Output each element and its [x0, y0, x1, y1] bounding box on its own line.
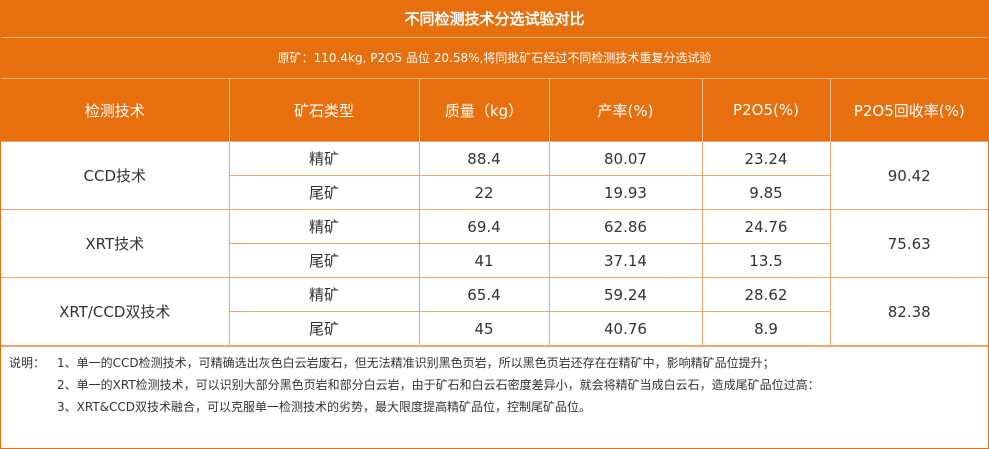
header-recovery: P2O5回收率(%) [830, 79, 988, 142]
mass-cell: 45 [418, 311, 550, 346]
header-tech: 检测技术 [1, 79, 230, 142]
p2o5-cell: 24.76 [701, 209, 831, 244]
yield-cell: 80.07 [548, 141, 703, 176]
table-row: XRT/CCD双技术 精矿 65.4 59.24 28.62 82.38 [1, 277, 988, 346]
note-text: 2、单一的XRT检测技术，可以识别大部分黑色页岩和部分白云岩，由于矿石和白云石密… [57, 378, 820, 392]
ore-type-cell: 尾矿 [229, 311, 420, 346]
tech-cell: XRT/CCD双技术 [1, 277, 230, 346]
mass-cell: 41 [418, 243, 550, 278]
ore-type-cell: 尾矿 [229, 243, 420, 278]
header-mass: 质量（kg） [419, 79, 550, 142]
recovery-cell: 90.42 [829, 141, 988, 210]
note-item: 2、单一的XRT检测技术，可以识别大部分黑色页岩和部分白云岩，由于矿石和白云石密… [1, 374, 988, 396]
table-subtitle: 原矿：110.4kg, P2O5 品位 20.58%,将同批矿石经过不同检测技术… [1, 38, 988, 79]
ore-type-cell: 精矿 [228, 209, 420, 244]
table-title: 不同检测技术分选试验对比 [1, 1, 988, 38]
yield-cell: 19.93 [548, 175, 703, 210]
yield-cell: 40.76 [548, 311, 703, 346]
header-ore-type: 矿石类型 [229, 79, 420, 142]
ore-type-cell: 精矿 [228, 141, 420, 176]
mass-cell: 65.4 [418, 277, 550, 312]
recovery-cell: 75.63 [829, 209, 988, 278]
p2o5-cell: 23.24 [701, 141, 831, 176]
header-p2o5: P2O5(%) [702, 79, 831, 142]
note-text: 3、XRT&CCD双技术融合，可以克服单一检测技术的劣势，最大限度提高精矿品位，… [57, 400, 592, 414]
table-row: 尾矿 45 40.76 8.9 [1, 311, 988, 346]
yield-cell: 37.14 [548, 243, 703, 278]
mass-cell: 88.4 [418, 141, 550, 176]
header-row: 检测技术 矿石类型 质量（kg） 产率(%) P2O5(%) P2O5回收率(%… [1, 79, 988, 142]
p2o5-cell: 28.62 [701, 277, 831, 312]
header-yield: 产率(%) [549, 79, 703, 142]
p2o5-cell: 9.85 [701, 175, 830, 210]
ore-type-cell: 精矿 [228, 277, 420, 312]
p2o5-cell: 13.5 [701, 243, 830, 278]
p2o5-cell: 8.9 [701, 311, 830, 346]
tech-cell: XRT技术 [1, 209, 230, 278]
ore-type-cell: 尾矿 [229, 175, 420, 210]
note-item: 3、XRT&CCD双技术融合，可以克服单一检测技术的劣势，最大限度提高精矿品位，… [1, 396, 988, 418]
table-row: CCD技术 精矿 88.4 80.07 23.24 90.42 [1, 141, 988, 210]
yield-cell: 59.24 [548, 277, 703, 312]
table-row: XRT技术 精矿 69.4 62.86 24.76 75.63 [1, 209, 988, 278]
note-item: 说明： 1、单一的CCD检测技术，可精确选出灰色白云岩废石，但无法精准识别黑色页… [1, 352, 988, 374]
notes-lead: 说明： [9, 356, 46, 370]
table-row: 尾矿 41 37.14 13.5 [1, 243, 988, 278]
mass-cell: 69.4 [418, 209, 550, 244]
yield-cell: 62.86 [548, 209, 703, 244]
note-text: 1、单一的CCD检测技术，可精确选出灰色白云岩废石，但无法精准识别黑色页岩，所以… [57, 356, 775, 370]
comparison-table: 检测技术 矿石类型 质量（kg） 产率(%) P2O5(%) P2O5回收率(%… [1, 79, 988, 346]
notes-section: 说明： 1、单一的CCD检测技术，可精确选出灰色白云岩废石，但无法精准识别黑色页… [1, 346, 988, 418]
recovery-cell: 82.38 [829, 277, 988, 346]
tech-cell: CCD技术 [1, 141, 230, 210]
mass-cell: 22 [418, 175, 550, 210]
